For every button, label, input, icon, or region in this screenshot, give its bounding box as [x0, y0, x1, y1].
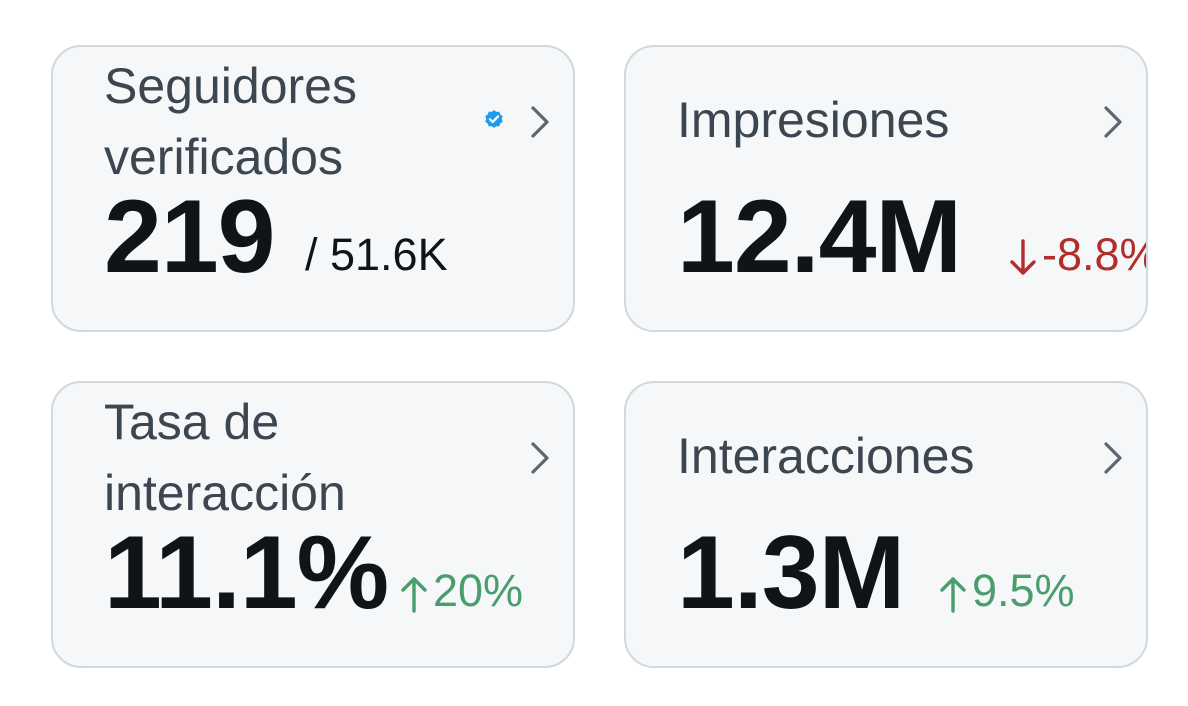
metric-change: -8.8%	[1008, 225, 1148, 285]
metric-title: Interacciones	[677, 428, 975, 484]
metric-title: Seguidores verificados	[104, 51, 357, 193]
metric-change-value: 9.5%	[972, 565, 1075, 616]
metric-total: / 51.6K	[305, 229, 448, 280]
metric-change: 9.5%	[938, 561, 1075, 621]
metric-change-value: -8.8%	[1042, 229, 1148, 280]
metric-value: 219	[104, 179, 276, 295]
metric-title: Impresiones	[677, 92, 950, 148]
metric-value: 11.1%	[104, 515, 389, 631]
metric-title-line-2: interacción	[104, 465, 346, 521]
chevron-right-icon[interactable]	[527, 105, 553, 139]
metric-title-line-2: verificados	[104, 129, 343, 185]
chevron-right-icon[interactable]	[1100, 441, 1126, 475]
chevron-right-icon[interactable]	[527, 441, 553, 475]
metric-title: Tasa de interacción	[104, 387, 346, 529]
metric-card-verified-followers[interactable]: Seguidores verificados 219 / 51.6K	[51, 45, 575, 332]
metric-card-engagement-rate[interactable]: Tasa de interacción 11.1% 20%	[51, 381, 575, 668]
metric-change: 20%	[399, 561, 523, 621]
chevron-right-icon[interactable]	[1100, 105, 1126, 139]
arrow-down-icon	[1010, 239, 1036, 275]
metric-title-line-1: Seguidores	[104, 58, 357, 114]
metric-title-line-1: Tasa de	[104, 394, 280, 450]
verified-badge-icon	[485, 110, 503, 128]
arrow-up-icon	[940, 577, 966, 613]
metric-card-engagements[interactable]: Interacciones 1.3M 9.5%	[624, 381, 1148, 668]
metric-change-value: 20%	[433, 565, 524, 616]
arrow-up-icon	[401, 577, 427, 613]
metric-card-impressions[interactable]: Impresiones 12.4M -8.8%	[624, 45, 1148, 332]
metric-value: 1.3M	[677, 515, 905, 631]
metric-value: 12.4M	[677, 179, 962, 295]
